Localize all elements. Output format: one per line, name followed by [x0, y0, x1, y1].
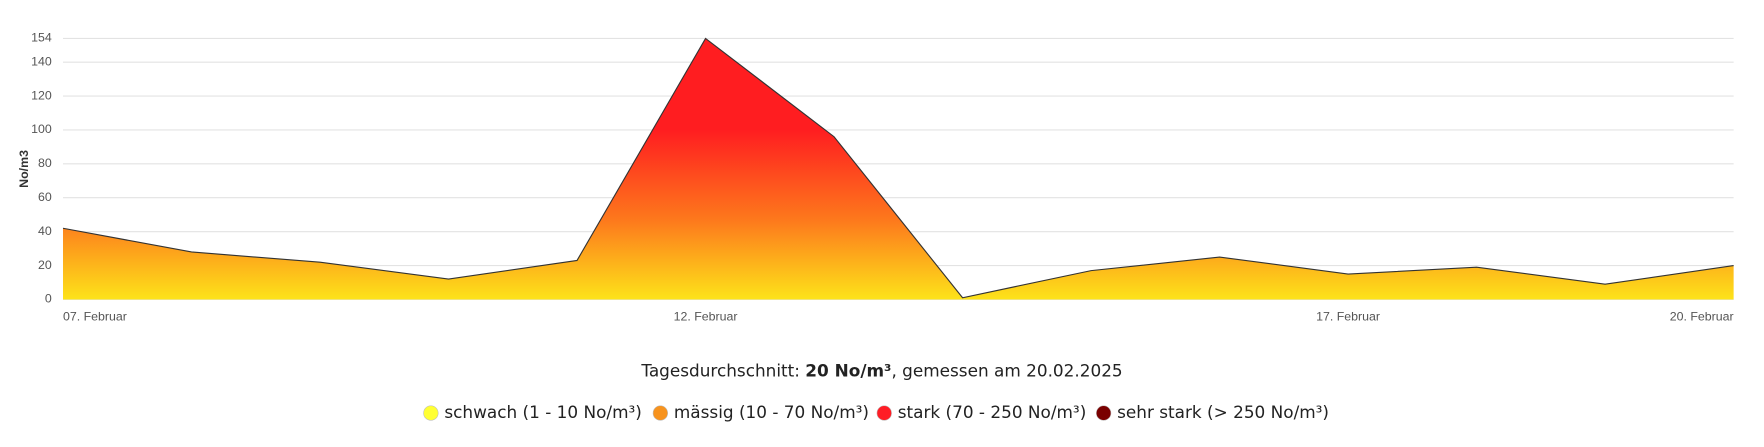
summary: Tagesdurchschnitt: 20 No/m³, gemessen am…	[640, 360, 1122, 380]
x-tick-label: 07. Februar	[63, 310, 127, 324]
legend-swatch	[652, 405, 668, 421]
legend-label: stark (70 - 250 No/m³)	[898, 402, 1087, 422]
legend-swatch	[423, 405, 439, 421]
y-axis-label: No/m3	[17, 150, 31, 188]
x-tick-label: 17. Februar	[1316, 310, 1380, 324]
y-tick-label: 154	[31, 31, 52, 45]
y-tick-label: 140	[31, 54, 52, 68]
summary-suffix: , gemessen am 20.02.2025	[891, 360, 1122, 380]
area-fill	[63, 38, 1734, 300]
y-tick-label: 120	[31, 88, 52, 102]
y-tick-label: 60	[38, 190, 52, 204]
legend-swatch	[876, 405, 892, 421]
x-tick-label: 12. Februar	[674, 310, 738, 324]
legend-label: mässig (10 - 70 No/m³)	[674, 402, 869, 422]
summary-prefix: Tagesdurchschnitt:	[640, 360, 805, 380]
legend-label: sehr stark (> 250 No/m³)	[1117, 402, 1329, 422]
y-tick-label: 40	[38, 224, 52, 238]
legend-swatch	[1096, 405, 1112, 421]
y-tick-label: 100	[31, 122, 52, 136]
y-tick-label: 80	[38, 156, 52, 170]
y-tick-label: 0	[45, 292, 52, 306]
area-line	[62, 37, 1734, 299]
x-tick-label: 20. Februar	[1670, 310, 1734, 324]
summary-value: 20 No/m³	[805, 360, 891, 380]
y-tick-label: 20	[38, 258, 52, 272]
legend-label: schwach (1 - 10 No/m³)	[444, 402, 641, 422]
